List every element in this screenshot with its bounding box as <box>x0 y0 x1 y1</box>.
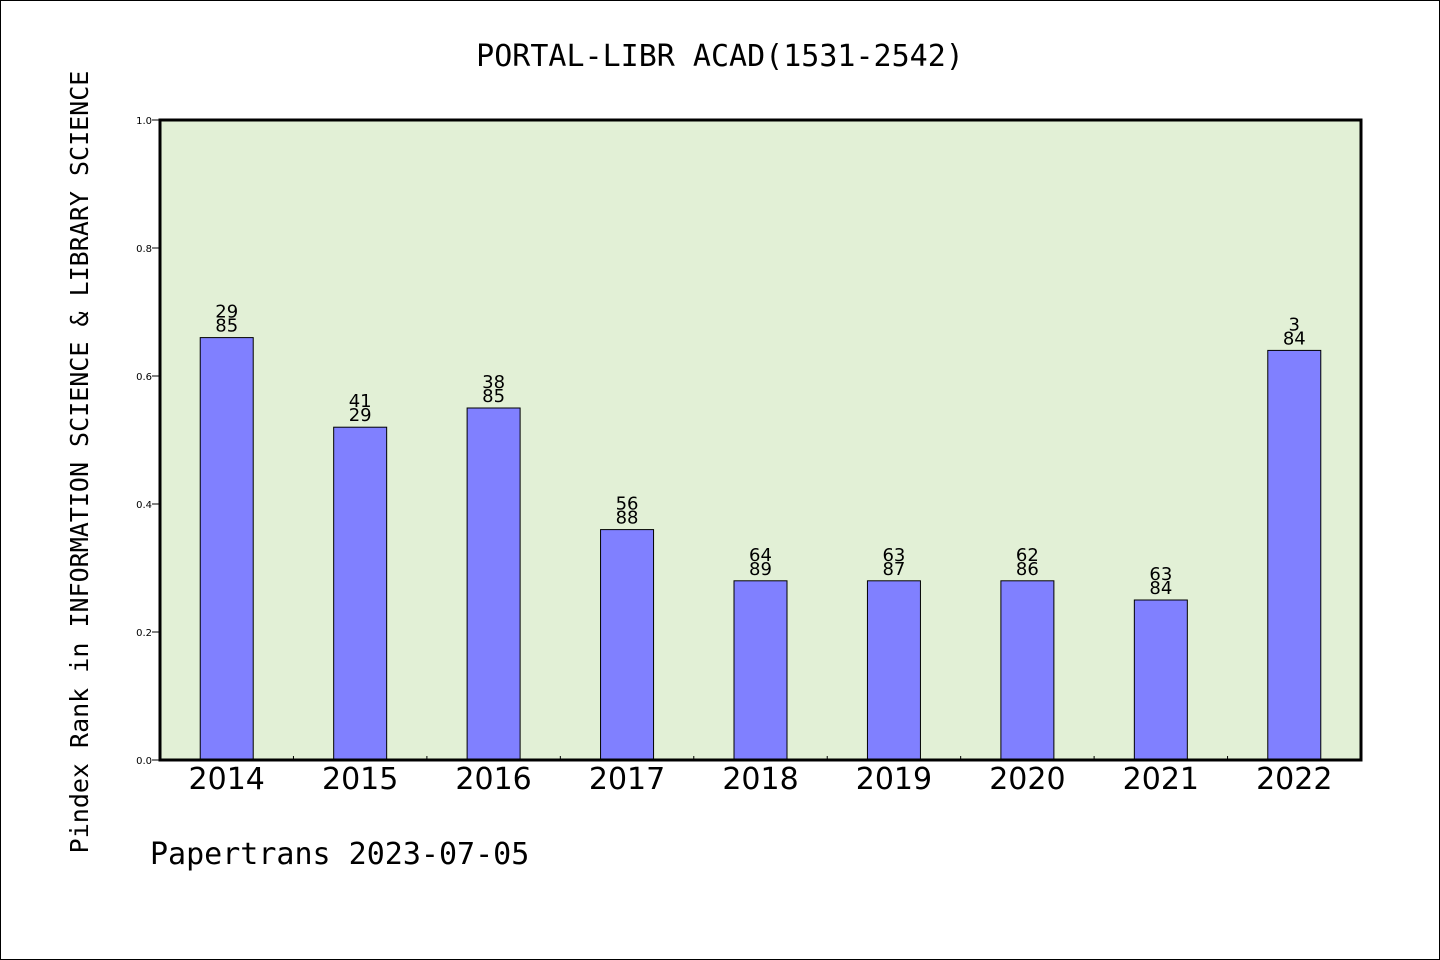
x-tick-label: 2022 <box>1256 762 1332 797</box>
bar-label-rank: 3 <box>1289 314 1300 335</box>
bar-label-total: 85 <box>482 386 505 407</box>
bar-label-total: 88 <box>616 508 639 529</box>
bar-2017 <box>600 529 655 761</box>
bar-2019 <box>866 580 921 761</box>
bar-label-rank: 38 <box>482 372 505 393</box>
bar-label-total: 84 <box>1283 328 1306 349</box>
bar-label-total: 84 <box>1149 578 1172 599</box>
bar-label-total: 29 <box>349 405 372 426</box>
bar-2022 <box>1267 349 1322 761</box>
bar-2018 <box>733 580 788 761</box>
x-axis-labels: 2014 2015 2016 2017 2018 2019 2020 2021 2022 <box>189 762 1333 797</box>
bar-label-rank: 63 <box>882 545 905 566</box>
bar-2021 <box>1133 599 1188 761</box>
bar-label-rank: 63 <box>1149 564 1172 585</box>
x-tick-label: 2014 <box>189 762 265 797</box>
y-axis-ticks: 0.0 0.2 0.4 0.6 0.8 1.0 <box>136 116 160 767</box>
bar-label-rank: 56 <box>616 494 639 515</box>
x-tick-label: 2016 <box>455 762 531 797</box>
y-tick-label: 0.4 <box>136 500 152 511</box>
y-tick-label: 0.0 <box>136 756 152 767</box>
x-tick-label: 2019 <box>856 762 932 797</box>
bar-2016 <box>466 407 521 761</box>
x-tick-label: 2021 <box>1123 762 1199 797</box>
bar-label-rank: 41 <box>349 391 372 412</box>
chart-title: PORTAL-LIBR ACAD(1531-2542) <box>476 39 964 74</box>
y-tick-label: 0.6 <box>136 372 152 383</box>
bar-2020 <box>1000 580 1055 761</box>
plot-border <box>158 118 1363 762</box>
x-tick-label: 2015 <box>322 762 398 797</box>
y-tick-label: 1.0 <box>136 116 152 127</box>
y-tick-label: 0.8 <box>136 244 152 255</box>
x-tick-label: 2018 <box>722 762 798 797</box>
bar-label-rank: 29 <box>215 302 238 323</box>
y-axis-label: Pindex Rank in INFORMATION SCIENCE & LIB… <box>65 71 94 854</box>
bar-label-total: 89 <box>749 559 772 580</box>
y-tick-label: 0.2 <box>136 628 152 639</box>
bar-2014 <box>199 337 254 761</box>
bar-label-rank: 64 <box>749 545 772 566</box>
bar-label-total: 87 <box>882 559 905 580</box>
x-tick-label: 2020 <box>989 762 1065 797</box>
bar-label-total: 85 <box>215 316 238 337</box>
bar-label-rank: 62 <box>1016 545 1039 566</box>
bar-label-total: 86 <box>1016 559 1039 580</box>
x-tick-label: 2017 <box>589 762 665 797</box>
bars <box>199 337 1322 761</box>
bar-2015 <box>333 426 388 761</box>
footer-text: Papertrans 2023-07-05 <box>150 837 529 872</box>
